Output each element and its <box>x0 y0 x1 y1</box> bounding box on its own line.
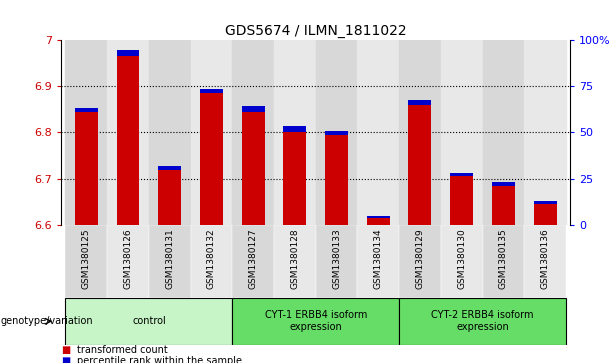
Bar <box>441 40 482 225</box>
Text: GSM1380132: GSM1380132 <box>207 229 216 289</box>
Text: GSM1380136: GSM1380136 <box>541 229 550 289</box>
Text: GSM1380131: GSM1380131 <box>166 229 174 289</box>
Bar <box>450 173 473 176</box>
Bar <box>242 112 265 225</box>
Bar <box>116 50 140 56</box>
Text: control: control <box>132 316 166 326</box>
Bar <box>66 40 107 225</box>
Bar <box>524 40 566 225</box>
Text: ■: ■ <box>61 356 70 363</box>
Bar <box>441 225 482 298</box>
Bar <box>274 40 316 225</box>
Bar <box>75 112 98 225</box>
Bar <box>408 100 432 105</box>
Bar <box>75 108 98 112</box>
Bar <box>232 298 399 345</box>
Text: percentile rank within the sample: percentile rank within the sample <box>77 356 242 363</box>
Bar <box>357 40 399 225</box>
Text: genotype/variation: genotype/variation <box>1 316 93 326</box>
Text: GSM1380134: GSM1380134 <box>374 229 383 289</box>
Text: GSM1380126: GSM1380126 <box>124 229 132 289</box>
Bar <box>399 40 441 225</box>
Bar <box>107 40 149 225</box>
Bar <box>242 106 265 112</box>
Text: GSM1380133: GSM1380133 <box>332 229 341 289</box>
Bar <box>367 216 390 218</box>
Bar <box>66 225 107 298</box>
Bar <box>191 225 232 298</box>
Bar <box>399 298 566 345</box>
Bar <box>482 225 524 298</box>
Bar <box>357 225 399 298</box>
Bar <box>450 176 473 225</box>
Bar <box>533 200 557 204</box>
Bar <box>316 40 357 225</box>
Text: transformed count: transformed count <box>77 344 167 355</box>
Text: CYT-2 ERBB4 isoform
expression: CYT-2 ERBB4 isoform expression <box>432 310 534 332</box>
Bar <box>482 40 524 225</box>
Bar <box>399 225 441 298</box>
Bar <box>283 126 306 132</box>
Text: ■: ■ <box>61 344 70 355</box>
Bar <box>66 298 232 345</box>
Bar <box>325 131 348 135</box>
Text: GSM1380129: GSM1380129 <box>416 229 424 289</box>
Text: GSM1380130: GSM1380130 <box>457 229 466 289</box>
Bar <box>200 93 223 225</box>
Bar <box>325 135 348 225</box>
Text: CYT-1 ERBB4 isoform
expression: CYT-1 ERBB4 isoform expression <box>264 310 367 332</box>
Bar <box>524 225 566 298</box>
Bar <box>274 225 316 298</box>
Bar <box>158 170 181 225</box>
Bar <box>316 225 357 298</box>
Bar <box>492 186 515 225</box>
Bar <box>232 225 274 298</box>
Text: GSM1380127: GSM1380127 <box>249 229 257 289</box>
Bar <box>149 225 191 298</box>
Text: GSM1380135: GSM1380135 <box>499 229 508 289</box>
Bar <box>492 182 515 186</box>
Bar <box>367 218 390 225</box>
Text: GSM1380125: GSM1380125 <box>82 229 91 289</box>
Bar <box>191 40 232 225</box>
Bar <box>533 204 557 225</box>
Bar <box>232 40 274 225</box>
Bar <box>200 89 223 93</box>
Title: GDS5674 / ILMN_1811022: GDS5674 / ILMN_1811022 <box>225 24 406 37</box>
Text: GSM1380128: GSM1380128 <box>291 229 299 289</box>
Bar <box>116 56 140 225</box>
Bar <box>158 166 181 170</box>
Bar <box>107 225 149 298</box>
Bar <box>408 105 432 225</box>
Bar <box>283 132 306 225</box>
Bar <box>149 40 191 225</box>
